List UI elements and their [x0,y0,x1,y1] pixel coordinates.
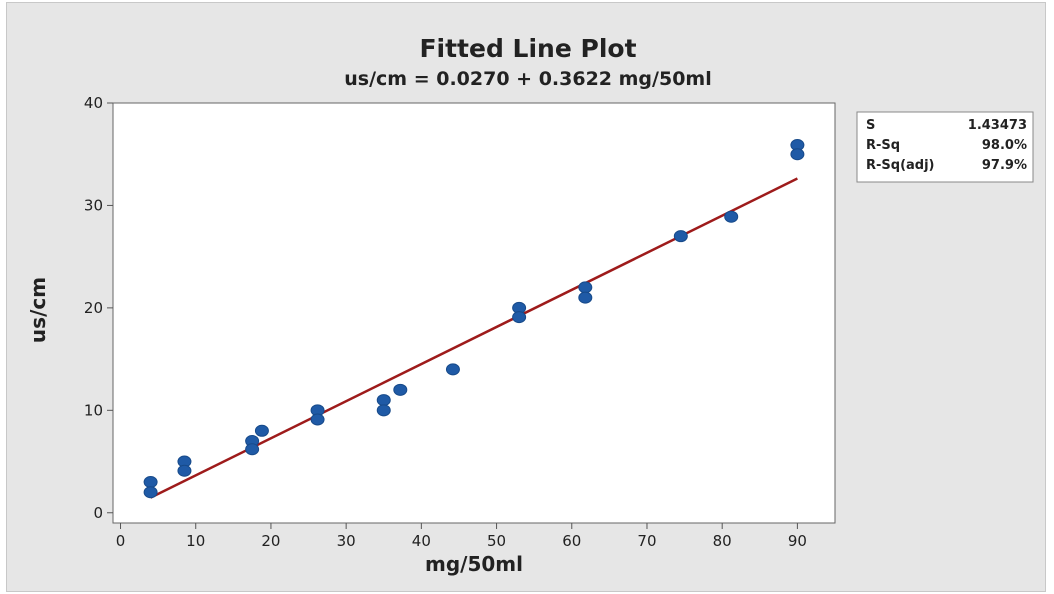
x-tick-label: 60 [562,532,581,550]
data-point [143,476,158,489]
y-tick-label: 0 [93,504,103,522]
y-tick-label: 30 [84,196,103,214]
stats-box: S 1.43473 R-Sq 98.0% R-Sq(adj) 97.9% [856,111,1034,183]
x-tick-label: 0 [116,532,126,550]
data-points [143,139,805,499]
stat-value: 1.43473 [968,118,1027,133]
stat-label: S [866,118,875,133]
data-point [673,230,688,243]
data-point [790,148,805,161]
data-point [376,394,391,407]
x-axis: 0 10 20 30 40 50 60 70 80 90 [116,523,807,550]
data-point [445,363,460,376]
y-tick-label: 10 [84,401,103,419]
data-point [177,464,192,477]
x-tick-label: 90 [788,532,807,550]
y-tick-label: 20 [84,299,103,317]
data-point [724,210,739,223]
stat-label: R-Sq(adj) [866,158,935,173]
stats-box-border [856,111,1034,183]
data-point [512,311,527,324]
y-axis-label: us/cm [26,277,50,343]
stats-rows: S 1.43473 R-Sq 98.0% R-Sq(adj) 97.9% [866,118,1027,173]
chart-subtitle: us/cm = 0.0270 + 0.3622 mg/50ml [344,68,711,90]
y-axis: 0 10 20 30 40 [84,94,113,522]
data-point [245,443,260,456]
data-point [254,424,269,437]
fit-line-group [150,177,798,499]
stat-value: 97.9% [982,158,1027,173]
stat-label: R-Sq [866,138,900,153]
data-point [143,486,158,499]
data-point [578,291,593,304]
fitted-regression-line [150,177,798,499]
data-point [376,404,391,417]
x-tick-label: 10 [186,532,205,550]
x-tick-label: 70 [637,532,656,550]
stat-value: 98.0% [982,138,1027,153]
plot-area [112,102,836,524]
data-point [578,281,593,294]
x-tick-label: 30 [337,532,356,550]
x-tick-label: 20 [261,532,280,550]
x-tick-label: 40 [412,532,431,550]
x-tick-label: 50 [487,532,506,550]
y-tick-label: 40 [84,94,103,112]
data-point [310,413,325,426]
chart-title: Fitted Line Plot [419,34,636,63]
x-tick-label: 80 [713,532,732,550]
data-point [393,383,408,396]
x-axis-label: mg/50ml [425,552,523,576]
